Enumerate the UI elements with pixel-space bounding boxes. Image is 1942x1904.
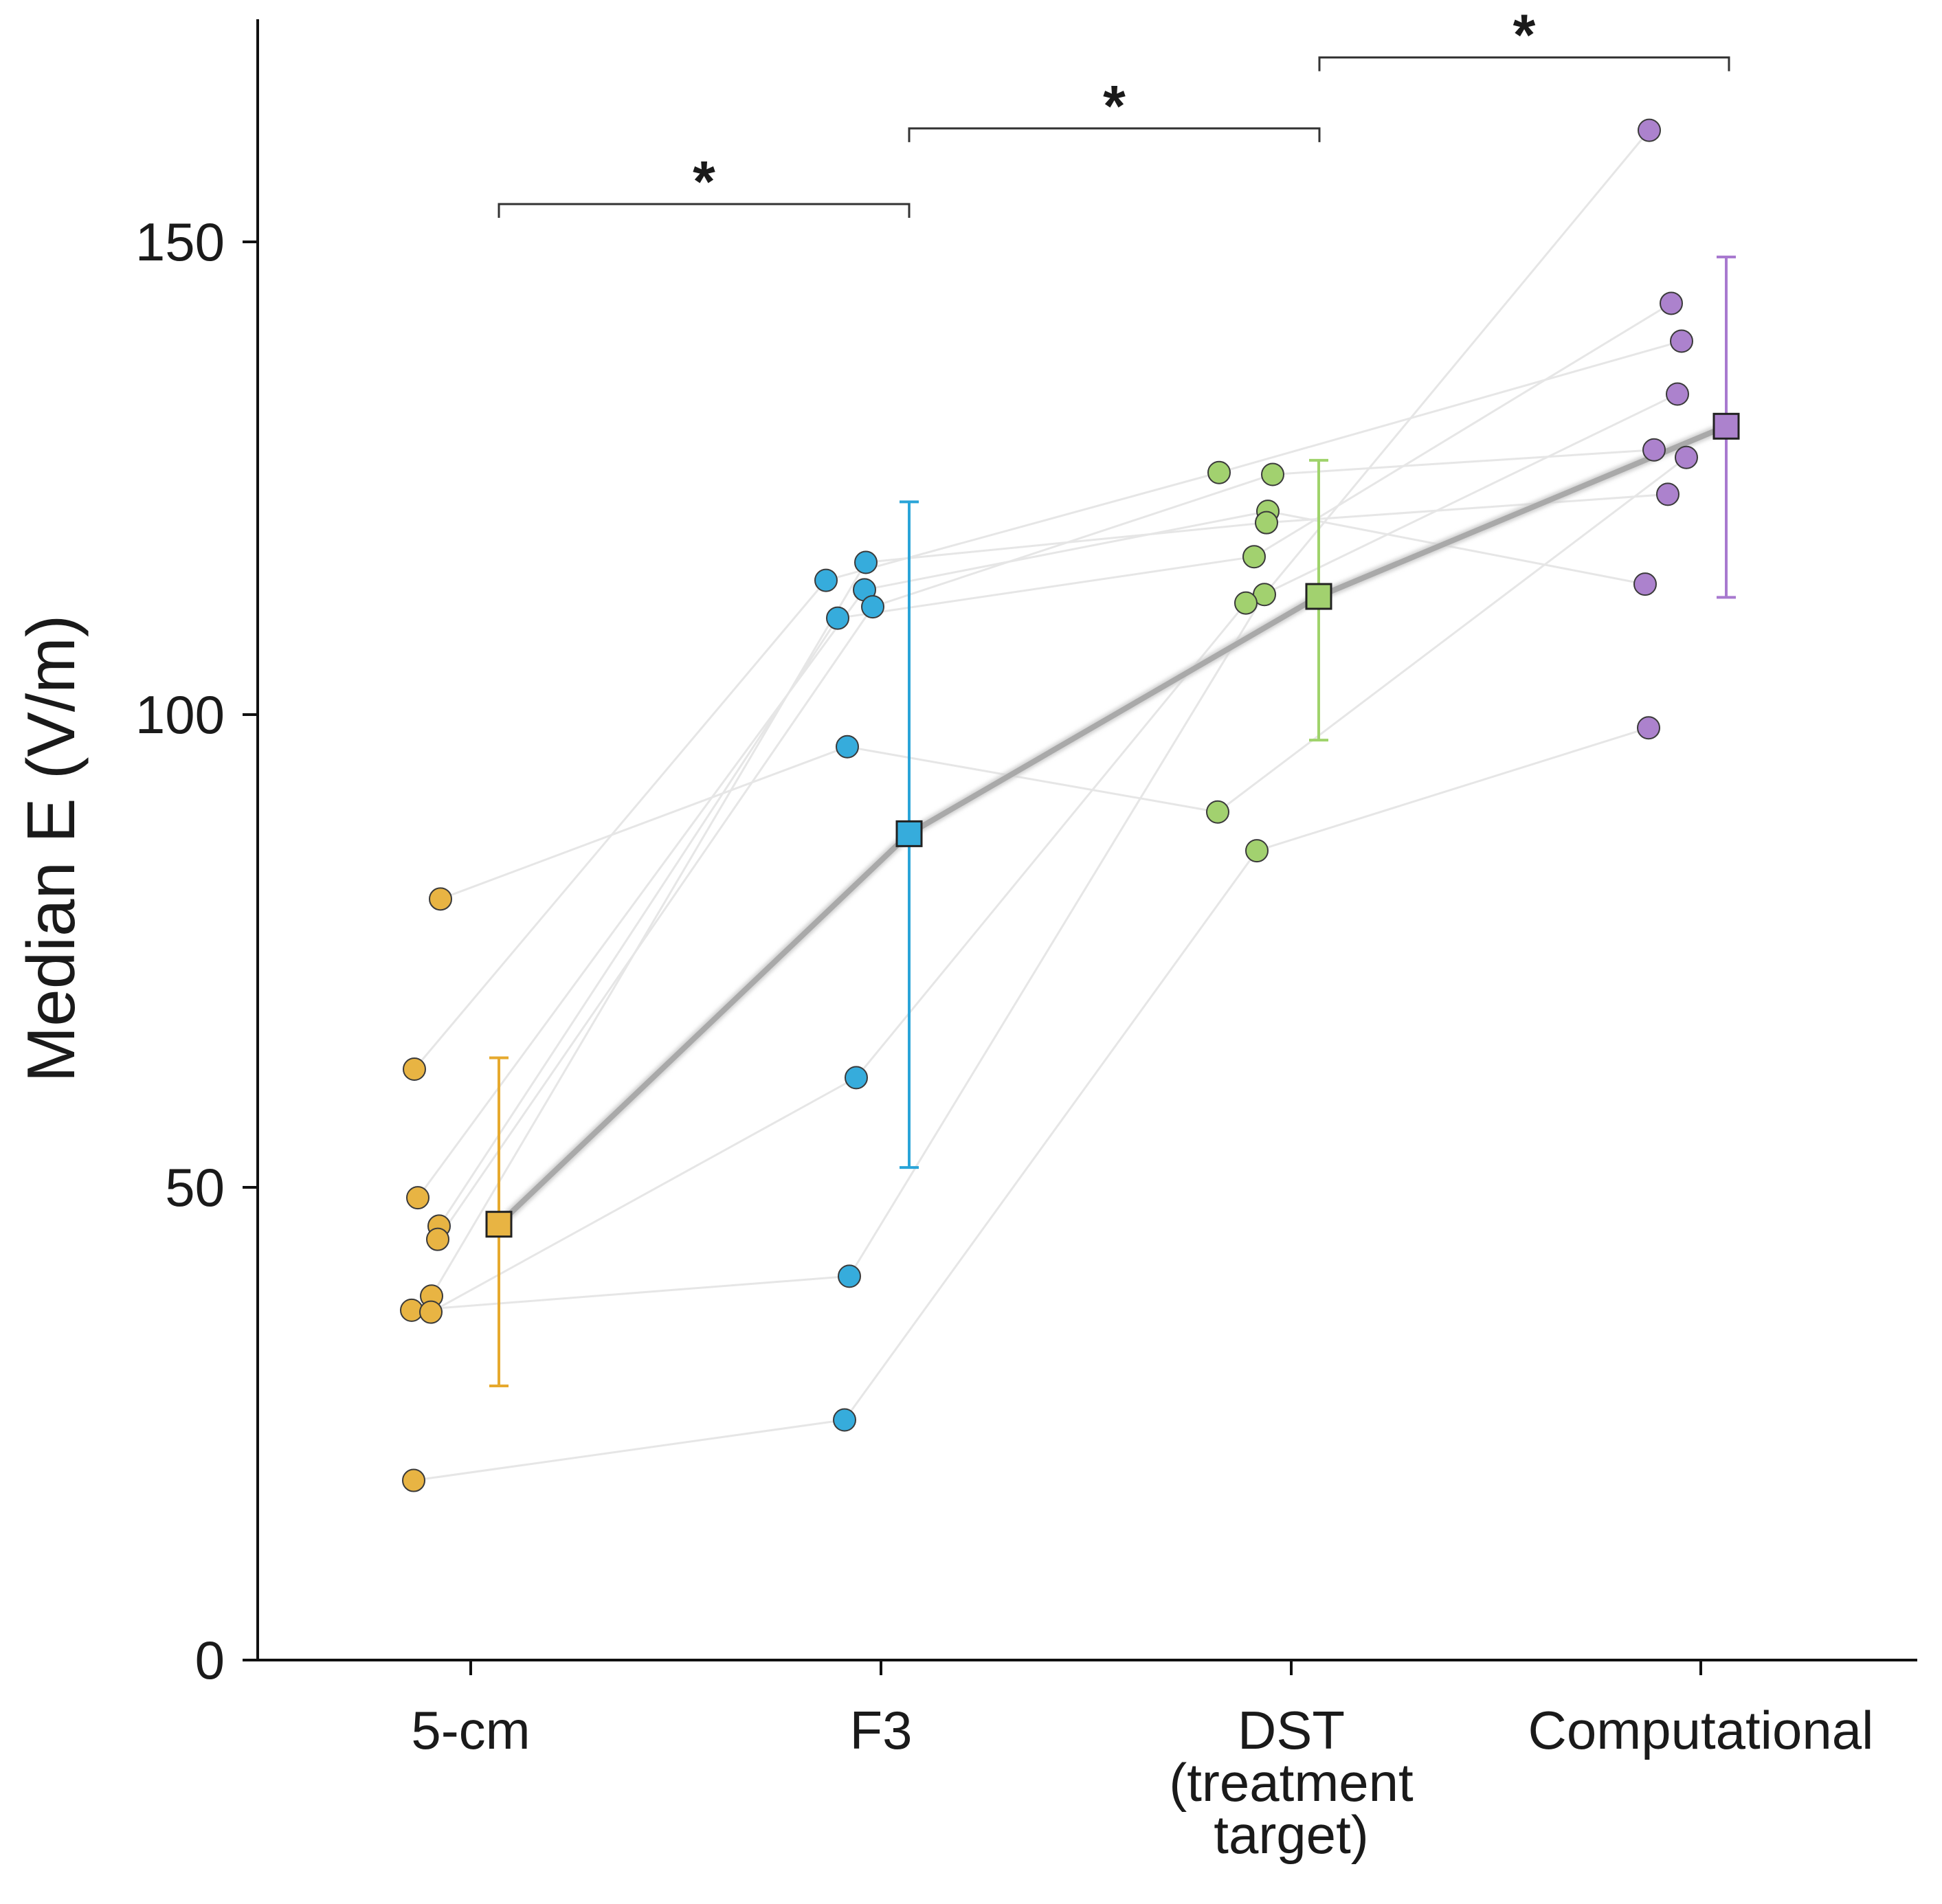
x-tick-label: (treatment	[1169, 1752, 1414, 1813]
y-tick-label: 100	[135, 684, 225, 745]
significance-bracket-3	[1318, 56, 1730, 71]
data-point	[419, 1300, 443, 1324]
data-point	[1207, 460, 1231, 484]
significance-marker-1: *	[693, 149, 715, 214]
data-point	[854, 550, 878, 574]
mean-line-path	[497, 423, 1728, 1227]
x-tick-label: target)	[1214, 1804, 1368, 1865]
data-point	[406, 1186, 429, 1210]
data-point	[426, 1227, 449, 1251]
mean-marker-3	[1305, 583, 1332, 610]
data-point	[836, 735, 859, 759]
significance-marker-2: *	[1103, 74, 1126, 138]
subject-line-8	[430, 393, 1678, 1313]
mean-marker-4	[1712, 412, 1740, 440]
data-point	[845, 1066, 868, 1090]
mean-marker-1	[485, 1211, 513, 1238]
subject-line-9	[413, 726, 1649, 1482]
data-point	[1261, 462, 1284, 486]
data-point	[1234, 591, 1258, 615]
significance-bracket-2	[908, 127, 1321, 142]
subject-line-7	[411, 129, 1651, 1312]
data-point	[429, 887, 452, 911]
data-point	[1206, 800, 1229, 824]
y-tick-label: 150	[135, 212, 225, 272]
data-point	[826, 606, 849, 630]
mean-markers	[485, 412, 1740, 1238]
mean-marker-2	[895, 820, 923, 847]
subject-lines	[411, 129, 1687, 1482]
data-point	[400, 1298, 423, 1322]
data-point	[403, 1057, 426, 1081]
data-points	[400, 118, 1698, 1492]
data-point	[402, 1468, 425, 1492]
error-bars	[489, 256, 1736, 1387]
y-tick-label: 0	[195, 1630, 225, 1690]
data-point	[1666, 382, 1689, 406]
data-point	[1637, 716, 1660, 740]
data-point	[814, 568, 838, 592]
data-point	[838, 1264, 861, 1288]
subject-line-5	[436, 449, 1655, 1240]
data-point	[1242, 545, 1266, 569]
significance-marker-3: *	[1513, 3, 1536, 67]
subject-line-3	[416, 510, 1646, 1199]
mean-line-shadow	[495, 421, 1728, 1228]
x-tick-label: 5-cm	[411, 1700, 530, 1760]
data-point	[1638, 118, 1661, 142]
data-point	[1642, 438, 1666, 462]
data-point	[1675, 445, 1698, 469]
subject-line-4	[438, 302, 1672, 1227]
subject-line-6	[430, 493, 1668, 1297]
subject-line-1	[413, 340, 1682, 1070]
data-point	[833, 1408, 856, 1432]
data-point	[1245, 839, 1269, 863]
subject-line-2	[440, 456, 1687, 900]
data-point	[1670, 329, 1693, 353]
data-point	[1656, 482, 1679, 506]
data-point	[861, 595, 884, 619]
data-point	[1633, 572, 1657, 596]
data-point	[1660, 291, 1683, 315]
y-axis-label: Median E (V/m)	[13, 615, 89, 1083]
mean-line	[495, 421, 1728, 1228]
x-tick-label: F3	[849, 1700, 912, 1760]
x-tick-label: DST	[1238, 1700, 1345, 1760]
data-point	[1255, 511, 1278, 535]
y-tick-label: 50	[165, 1157, 225, 1218]
significance-bracket-1	[498, 203, 911, 218]
significance-brackets: * * *	[498, 3, 1730, 218]
x-tick-label: Computational	[1528, 1700, 1874, 1760]
